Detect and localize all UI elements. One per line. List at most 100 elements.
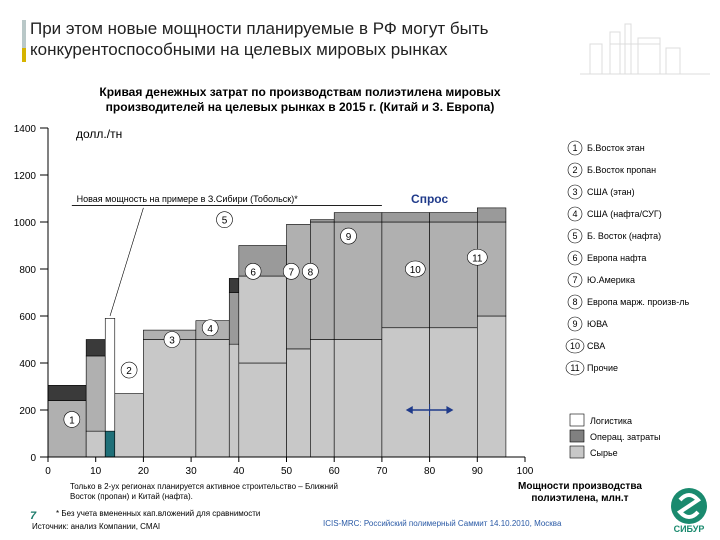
y-tick-label: 1200 (14, 171, 37, 182)
bar-segment-logistics (381, 212, 430, 223)
legend-label: Европа нафта (587, 253, 646, 263)
legend-label: Б.Восток этан (587, 143, 645, 153)
bar-segment-operating (333, 221, 383, 340)
bar-segment-feedstock (143, 339, 197, 458)
x-axis-title: Мощности производства полиэтилена, млн.т (518, 481, 642, 505)
x-tick-label: 60 (329, 466, 341, 477)
x-tick-label: 50 (281, 466, 293, 477)
legend-number: 2 (572, 165, 577, 175)
source-note: Источник: анализ Компании, CMAI (32, 522, 161, 531)
x-tick-label: 100 (517, 466, 534, 477)
bar-label-badge (302, 263, 319, 280)
y-tick-label: 600 (19, 312, 36, 323)
legend-badge (567, 250, 583, 266)
bar-segment-operating (85, 355, 106, 432)
legend-number: 8 (572, 297, 577, 307)
x-tick-label: 20 (138, 466, 150, 477)
legend-badge (565, 360, 585, 376)
legend-number: 3 (572, 187, 577, 197)
bar-segment-new-capacity (104, 430, 116, 458)
legend-badge (567, 316, 583, 332)
bar-label-number: 4 (207, 324, 213, 335)
demand-arrow-right-head (446, 406, 454, 414)
y-tick-label: 1000 (14, 218, 37, 229)
bar-segment-feedstock (476, 315, 507, 458)
bar-segment-logistics (310, 219, 335, 223)
legend-badge (567, 228, 583, 244)
bar-segment-operating (286, 224, 311, 350)
y-tick-label: 1400 (14, 124, 37, 135)
legend-number: 6 (572, 253, 577, 263)
legend-number: 5 (572, 231, 577, 241)
sibur-logo: СИБУР (671, 488, 707, 534)
bar-segment-logistics (333, 212, 383, 223)
bar-label-number: 10 (410, 265, 422, 276)
chart-title-line-1: Кривая денежных затрат по производствам … (99, 85, 501, 99)
component-label: Логистика (590, 416, 632, 426)
bar-label-number: 9 (346, 232, 352, 243)
legend-label: США (этан) (587, 187, 635, 197)
component-label: Сырье (590, 448, 618, 458)
bar-segment-feedstock (333, 339, 383, 458)
slide-title: При этом новые мощности планируемые в РФ… (30, 19, 489, 59)
bar-label-badge (466, 248, 488, 266)
component-swatch (569, 445, 585, 459)
legend-number: 7 (572, 275, 577, 285)
legend-label: Б. Восток (нафта) (587, 231, 661, 241)
x-axis-title-line-2: полиэтилена, млн.т (531, 493, 629, 504)
bar-label-badge (163, 331, 181, 348)
new-capacity-annotation: Новая мощность на примере в З.Сибири (То… (77, 194, 299, 204)
bar-segment-feedstock (114, 393, 144, 458)
x-tick-label: 80 (424, 466, 436, 477)
bar-label-number: 3 (169, 336, 175, 347)
new-capacity-pointer (109, 207, 144, 317)
page-number: 7 (30, 510, 37, 522)
legend-badge (567, 184, 583, 200)
demand-label: Спрос (411, 192, 448, 206)
demand-arrow-left-head (405, 406, 413, 414)
footnote-regions: Только в 2-ух регионах планируется актив… (70, 482, 338, 501)
y-tick-label: 200 (19, 406, 36, 417)
bar-segment-logistics (228, 292, 240, 345)
bar-segment-operating (476, 221, 507, 317)
bar-segment-feedstock (85, 430, 106, 458)
legend-number: 4 (572, 209, 577, 219)
legend-number: 9 (572, 319, 577, 329)
legend-badge (567, 272, 583, 288)
component-swatch (569, 429, 585, 443)
bar-label-number: 11 (472, 253, 483, 264)
y-tick-label: 800 (19, 265, 36, 276)
x-tick-label: 0 (45, 466, 51, 477)
bar-label-number: 8 (308, 267, 314, 278)
bar-segment-feedstock (429, 327, 478, 458)
legend-badge (567, 294, 583, 310)
legend-badge (565, 338, 585, 354)
legend-label: Прочие (587, 363, 618, 373)
bar-label-number: 1 (69, 415, 75, 426)
x-tick-label: 10 (90, 466, 102, 477)
bar-label-badge (63, 411, 81, 428)
bar-label-badge (282, 263, 300, 280)
legend-label: Ю.Америка (587, 275, 635, 285)
legend-number: 11 (570, 363, 579, 373)
legend-label: СВА (587, 341, 605, 351)
component-label: Операц. затраты (590, 432, 661, 442)
x-tick-label: 40 (233, 466, 245, 477)
bar-label-number: 7 (288, 267, 294, 278)
y-axis-label: долл./тн (76, 127, 122, 141)
x-tick-label: 90 (472, 466, 484, 477)
bar-segment-operating (238, 275, 287, 364)
footnote-capex: * Без учета вмененных кап.вложений для с… (56, 509, 261, 518)
title-accent-bar (22, 20, 26, 62)
x-tick-label: 30 (186, 466, 198, 477)
legend-badge (567, 162, 583, 178)
bar-label-badge (120, 361, 138, 379)
legend-label: Европа марж. произв-ль (587, 297, 689, 307)
y-tick-label: 400 (19, 359, 36, 370)
bar-label-badge (216, 211, 233, 228)
bar-segment-feedstock (381, 327, 430, 458)
chart-title-line-2: производителей на целевых рынках в 2015 … (106, 100, 495, 114)
legend-number: 1 (572, 143, 577, 153)
bar-label-badge (201, 319, 219, 337)
